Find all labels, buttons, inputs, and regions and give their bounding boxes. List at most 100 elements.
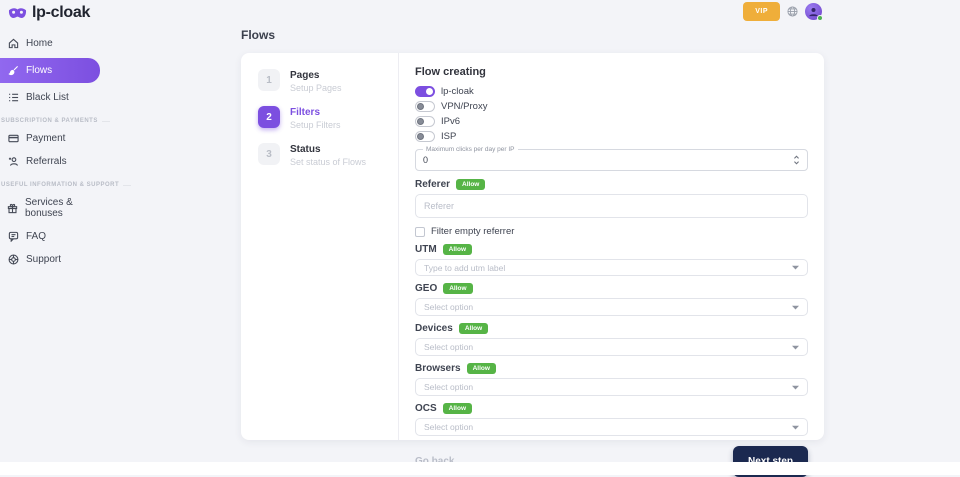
toggle-switch[interactable] <box>415 131 435 142</box>
payment-icon <box>7 133 19 144</box>
section-label: SUBSCRIPTION & PAYMENTS <box>1 118 98 124</box>
home-icon <box>7 38 19 49</box>
sidebar-item-support[interactable]: Support <box>0 248 100 271</box>
chevron-down-icon <box>792 345 799 350</box>
browsers-label-row: Browsers Allow <box>415 363 808 374</box>
ocs-label-row: OCS Allow <box>415 403 808 414</box>
devices-select[interactable]: Select option <box>415 338 808 356</box>
chevron-down-icon <box>792 385 799 390</box>
ocs-select[interactable]: Select option <box>415 418 808 436</box>
sidebar-item-label: Black List <box>26 92 69 103</box>
step-number: 3 <box>258 143 280 165</box>
step-subtitle: Set status of Flows <box>290 157 367 167</box>
browsers-label: Browsers <box>415 363 461 374</box>
avatar[interactable] <box>805 3 823 21</box>
vip-button[interactable]: VIP <box>743 2 780 21</box>
step-title: Filters <box>290 107 321 118</box>
flow-form: Flow creating lp-cloak VPN/Proxy IPv6 IS… <box>399 53 824 477</box>
utm-label: UTM <box>415 244 437 255</box>
sidebar-section-subscription: SUBSCRIPTION & PAYMENTS <box>1 118 110 124</box>
sidebar-item-label: FAQ <box>26 231 47 242</box>
section-divider <box>101 120 110 122</box>
ocs-placeholder: Select option <box>424 422 474 432</box>
sidebar-item-label: Services & bonuses <box>25 197 73 219</box>
utm-input-dropdown[interactable]: Type to add utm label <box>415 259 808 276</box>
flows-icon <box>7 65 19 76</box>
filter-empty-referrer-checkbox[interactable] <box>415 226 425 237</box>
referer-input[interactable] <box>415 194 808 218</box>
toggle-switch[interactable] <box>415 116 435 127</box>
sidebar-item-home[interactable]: Home <box>0 32 100 55</box>
services-icon <box>7 203 18 214</box>
sidebar-item-label: Payment <box>26 133 66 144</box>
max-clicks-field[interactable]: Maximum clicks per day per IP <box>415 146 808 171</box>
blacklist-icon <box>7 92 19 103</box>
globe-icon[interactable] <box>787 6 798 17</box>
utm-label-row: UTM Allow <box>415 244 808 255</box>
header-actions: VIP <box>743 2 823 21</box>
utm-allow-badge[interactable]: Allow <box>442 244 473 255</box>
referer-label-row: Referer Allow <box>415 179 808 190</box>
browsers-select[interactable]: Select option <box>415 378 808 396</box>
mask-icon <box>8 7 27 20</box>
form-title: Flow creating <box>415 66 486 78</box>
page-title: Flows <box>241 28 276 42</box>
go-back-button[interactable]: Go back <box>415 456 454 467</box>
section-divider <box>123 184 132 186</box>
sidebar-item-referrals[interactable]: Referrals <box>0 150 100 173</box>
max-clicks-input[interactable] <box>423 155 793 165</box>
step-subtitle: Setup Pages <box>290 83 342 93</box>
step-filters[interactable]: 2 Filters Setup Filters <box>258 106 388 130</box>
support-icon <box>7 254 19 265</box>
step-title: Pages <box>290 70 320 81</box>
ocs-allow-badge[interactable]: Allow <box>442 403 473 414</box>
toggle-vpn-proxy[interactable]: VPN/Proxy <box>415 101 808 112</box>
devices-label-row: Devices Allow <box>415 323 808 334</box>
online-status-dot <box>817 15 823 21</box>
toggle-switch[interactable] <box>415 101 435 112</box>
toggle-isp[interactable]: ISP <box>415 131 808 142</box>
browsers-placeholder: Select option <box>424 382 474 392</box>
filter-empty-referrer-row[interactable]: Filter empty referrer <box>415 226 808 237</box>
sidebar-item-services-bonuses[interactable]: Services & bonuses <box>0 191 100 225</box>
referer-allow-badge[interactable]: Allow <box>456 179 486 190</box>
checkbox-label: Filter empty referrer <box>431 226 515 237</box>
devices-allow-badge[interactable]: Allow <box>458 323 489 334</box>
sidebar-section-support: USEFUL INFORMATION & SUPPORT <box>1 182 132 188</box>
step-title: Status <box>290 144 321 155</box>
chevron-down-icon <box>792 425 799 430</box>
brand-logo[interactable]: lp-cloak <box>8 4 90 22</box>
number-stepper-icon[interactable] <box>793 155 800 165</box>
toggle-lp-cloak[interactable]: lp-cloak <box>415 86 808 97</box>
referrals-icon <box>7 156 19 167</box>
sidebar-item-black-list[interactable]: Black List <box>0 86 100 109</box>
geo-select[interactable]: Select option <box>415 298 808 316</box>
toggle-label: lp-cloak <box>441 86 474 97</box>
toggle-label: IPv6 <box>441 116 461 127</box>
main-content: Flows 1 Pages Setup Pages 2 Filters Setu… <box>241 28 824 477</box>
brand-name: lp-cloak <box>32 4 91 21</box>
devices-placeholder: Select option <box>424 342 474 352</box>
devices-label: Devices <box>415 323 453 334</box>
toggle-label: ISP <box>441 131 457 142</box>
step-number: 2 <box>258 106 280 128</box>
sidebar-item-faq[interactable]: FAQ <box>0 225 100 248</box>
step-pages[interactable]: 1 Pages Setup Pages <box>258 69 388 93</box>
chevron-down-icon <box>792 305 799 310</box>
step-status[interactable]: 3 Status Set status of Flows <box>258 143 388 167</box>
chevron-down-icon <box>792 265 799 270</box>
geo-label-row: GEO Allow <box>415 283 808 294</box>
geo-placeholder: Select option <box>424 302 474 312</box>
toggle-switch[interactable] <box>415 86 435 97</box>
referer-label: Referer <box>415 179 451 190</box>
footer-strip <box>0 462 960 475</box>
max-clicks-label: Maximum clicks per day per IP <box>423 146 518 153</box>
sidebar-item-payment[interactable]: Payment <box>0 127 100 150</box>
faq-icon <box>7 231 19 242</box>
geo-allow-badge[interactable]: Allow <box>443 283 473 294</box>
browsers-allow-badge[interactable]: Allow <box>466 363 496 374</box>
sidebar-item-flows[interactable]: Flows <box>0 58 100 83</box>
utm-placeholder: Type to add utm label <box>424 262 506 273</box>
toggle-ipv6[interactable]: IPv6 <box>415 116 808 127</box>
section-label: USEFUL INFORMATION & SUPPORT <box>1 182 120 188</box>
